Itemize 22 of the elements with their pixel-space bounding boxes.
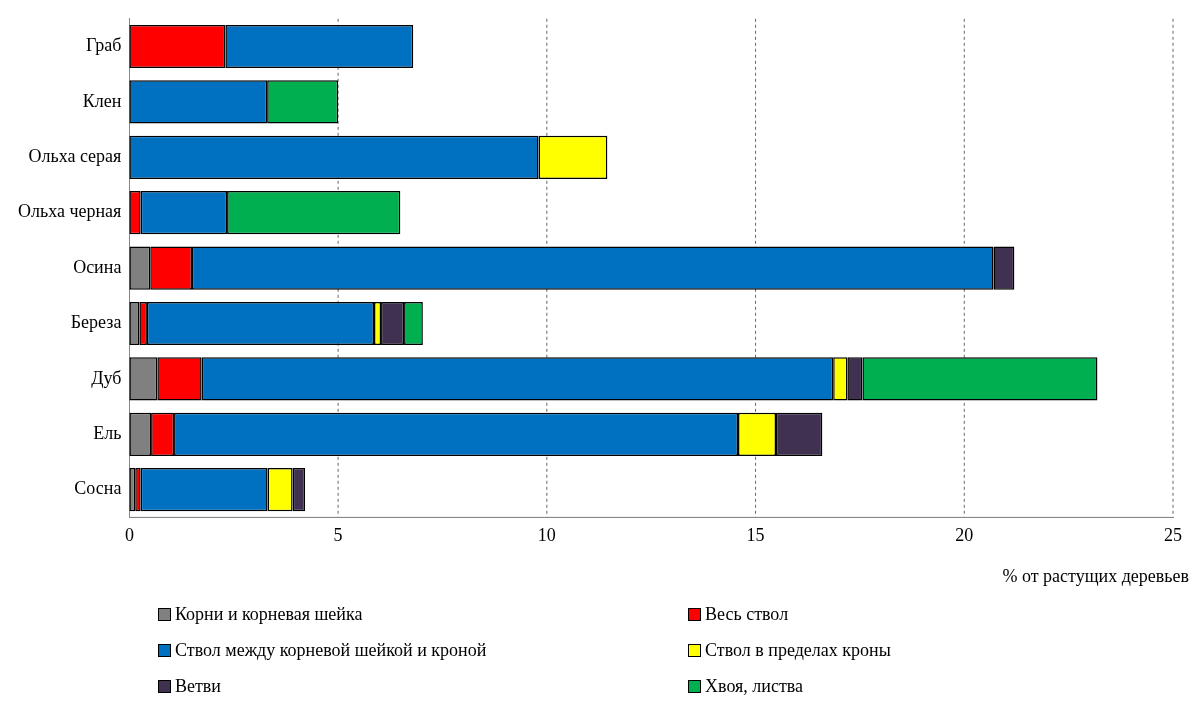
x-tick-label: 5 (333, 524, 343, 545)
y-tick-label: Дуб (91, 367, 122, 388)
legend-label: Корни и корневая шейка (175, 603, 363, 625)
x-tick-label: 10 (537, 524, 556, 545)
legend-label: Весь ствол (705, 603, 789, 625)
y-tick-label: Клен (82, 90, 122, 111)
y-tick-label: Сосна (74, 478, 122, 499)
y-tick-label: Ольха серая (28, 146, 122, 167)
y-tick-label: Осина (73, 256, 122, 277)
legend-label: Ветви (175, 675, 221, 697)
x-tick-label: 25 (1164, 524, 1182, 545)
legend-label: Ствол в пределах кроны (705, 639, 891, 661)
y-tick-label: Береза (70, 312, 122, 333)
x-tick-label: 0 (124, 524, 134, 545)
x-tick-label: 15 (746, 524, 765, 545)
legend-label: Хвоя, листва (705, 675, 804, 697)
y-tick-label: Граб (85, 35, 122, 56)
x-tick-label: 20 (955, 524, 974, 545)
y-tick-label: Ель (93, 423, 122, 444)
y-tick-label: Ольха черная (18, 201, 122, 222)
legend-label: Ствол между корневой шейкой и кроной (175, 639, 487, 661)
x-axis-title: % от растущих деревьев (1002, 566, 1189, 587)
